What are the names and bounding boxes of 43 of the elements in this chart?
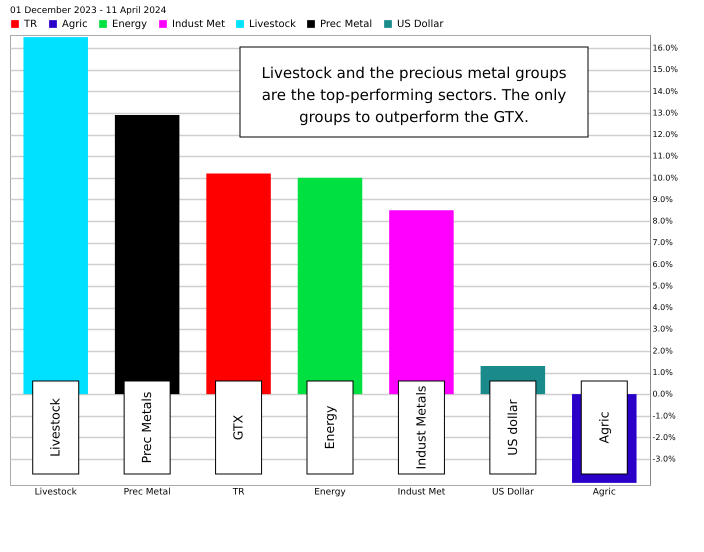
y-tick-label: 8.0%	[652, 216, 674, 226]
y-tick-label: 5.0%	[652, 281, 674, 290]
y-tick-label: 16.0%	[652, 43, 678, 52]
y-tick-label: 7.0%	[652, 238, 674, 248]
x-tick-label: Livestock	[34, 488, 78, 498]
y-tick-label: -1.0%	[652, 411, 676, 420]
y-tick-label: 0.0%	[652, 390, 674, 399]
y-tick-label: 15.0%	[652, 65, 678, 74]
annotation: Prec Metals	[139, 392, 154, 464]
annotation: US dollar	[504, 398, 520, 456]
y-tick-label: 4.0%	[652, 303, 674, 312]
x-tick-label: Energy	[314, 488, 346, 498]
y-tick-label: -3.0%	[652, 454, 676, 464]
legend-label: Prec Metal	[320, 19, 372, 30]
legend-label: Energy	[112, 19, 148, 30]
y-tick-label: 2.0%	[652, 346, 674, 356]
x-tick-label: TR	[232, 488, 244, 498]
annotation: Livestock	[48, 397, 63, 457]
y-tick-label: 3.0%	[652, 324, 674, 334]
legend-label: Agric	[62, 19, 88, 30]
chart-subtitle: 01 December 2023 - 11 April 2024	[10, 6, 167, 16]
y-tick-label: 9.0%	[652, 194, 674, 204]
y-tick-label: 13.0%	[652, 108, 678, 118]
y-tick-label: 1.0%	[652, 368, 674, 377]
annotation: Indust Metals	[413, 386, 428, 470]
legend-label: Livestock	[249, 19, 296, 30]
y-tick-label: 6.0%	[652, 260, 674, 269]
annotation: Energy	[322, 405, 337, 450]
x-tick-label: Indust Met	[398, 488, 446, 498]
y-tick-label: 10.0%	[652, 173, 678, 182]
legend-label: US Dollar	[397, 19, 444, 30]
annotation: GTX	[230, 414, 246, 440]
y-tick-label: 12.0%	[652, 130, 678, 140]
y-tick-label: -2.0%	[652, 432, 676, 442]
x-tick-label: Prec Metal	[124, 488, 171, 498]
y-tick-label: 11.0%	[652, 152, 678, 161]
x-tick-label: Agric	[592, 488, 616, 498]
annotation: Livestock and the precious metal groups are the top-performing sectors. The only groups to outperform the GTX.	[261, 64, 567, 126]
legend-label: TR	[23, 19, 38, 30]
annotation: Agric	[596, 411, 612, 444]
y-tick-label: 14.0%	[652, 86, 678, 96]
x-tick-label: US Dollar	[492, 488, 534, 498]
legend-label: Indust Met	[172, 19, 226, 30]
